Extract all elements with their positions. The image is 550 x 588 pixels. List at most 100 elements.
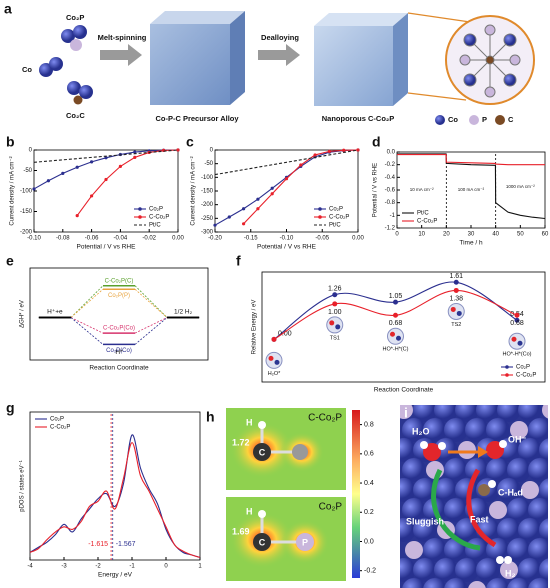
map-title: C-Co₂P [308, 413, 342, 424]
o-atom [423, 443, 441, 461]
series-line [397, 153, 545, 166]
point [256, 207, 260, 211]
point [393, 299, 398, 305]
point [46, 179, 51, 183]
point [32, 187, 36, 191]
legend-label: Co [448, 115, 458, 124]
co-atom [444, 458, 468, 482]
molecule-atom [268, 355, 274, 361]
p-atom [70, 39, 82, 51]
panel-label: g [6, 400, 15, 416]
legend-label: C-Co₂P [50, 425, 70, 431]
molecule-atom [335, 324, 341, 330]
co-atom [413, 518, 437, 542]
path-label: Sluggish [406, 516, 444, 526]
co-atom [400, 558, 416, 582]
co-atom [465, 418, 489, 442]
y-axis-label: Relative Energy / eV [252, 300, 258, 355]
co-atom [292, 444, 308, 460]
molecule [265, 351, 283, 369]
x-tick-label: -0.08 [56, 236, 70, 242]
x-tick-label: -0.02 [142, 236, 156, 242]
p-atom [405, 541, 423, 559]
molecule-images [265, 302, 526, 369]
co-atom [503, 33, 517, 47]
p-atom [509, 54, 521, 66]
x-tick-label: 20 [443, 232, 450, 238]
molecule-atom [390, 331, 395, 337]
molecule [508, 332, 526, 350]
atom-label: Co₂P [66, 13, 84, 22]
adsorbates [420, 440, 512, 564]
co-atom [444, 418, 468, 442]
point [313, 153, 317, 157]
x-tick-label: -0.05 [315, 236, 329, 242]
co-atom [507, 578, 531, 588]
product-label: Nanoporous C-Co₂P [322, 114, 395, 123]
atom-label: H [246, 417, 253, 427]
co-atom [455, 405, 479, 422]
connector [70, 288, 104, 318]
zoom-line [407, 92, 467, 101]
point [299, 163, 303, 167]
molecule [447, 302, 465, 320]
annotation: 1000 mA cm⁻² [506, 184, 535, 189]
x-tick-label: 60 [542, 232, 549, 238]
bond-length: 1.72 [232, 437, 250, 447]
x-tick-label: -0.04 [114, 236, 128, 242]
legend-c [495, 115, 505, 125]
x-tick-label: -1 [129, 564, 135, 570]
cube-side [230, 11, 245, 105]
p-atom [296, 533, 314, 551]
panel-label: d [372, 134, 381, 150]
x-tick-label: -0.15 [244, 236, 258, 242]
legend-label: C-Co₂P [149, 215, 169, 221]
p-atom [484, 86, 496, 98]
level-label: Co₂P(P) [108, 293, 130, 299]
colorbar [352, 410, 360, 578]
point [270, 186, 274, 190]
molecule-atom [456, 310, 462, 316]
bond-length: 1.69 [232, 526, 250, 536]
co-atom [486, 458, 510, 482]
p-atom [459, 54, 471, 66]
y-tick-label: -0.2 [385, 162, 396, 168]
h-atom [499, 440, 507, 448]
co-atom [79, 85, 93, 99]
molecule-atom [450, 306, 456, 312]
level-label: Co₂P(Co) [106, 348, 132, 354]
co-atom [434, 558, 458, 582]
y-axis-label: ΔGH* / eV [20, 300, 26, 328]
point [133, 155, 137, 159]
molecule [387, 327, 404, 345]
co-atom [507, 498, 531, 522]
point [133, 150, 137, 154]
x-tick-label: 40 [492, 232, 499, 238]
co-atom [413, 558, 437, 582]
co-atom [486, 578, 510, 588]
value-label: 1.61 [449, 273, 463, 280]
legend-label: Pt/C [329, 223, 341, 229]
co-atom [423, 418, 447, 442]
x-tick-label: 10 [418, 232, 425, 238]
colorbar-label: -0.2 [364, 568, 376, 575]
zoom-line [407, 12, 471, 23]
series-line [397, 153, 546, 220]
legend-p [469, 115, 479, 125]
x-axis-label: Time / h [459, 240, 483, 247]
p-atom [521, 481, 539, 499]
point [332, 292, 338, 298]
co-atom [73, 25, 87, 39]
species-label: C-Hₐd [498, 487, 523, 497]
panel-label: h [206, 409, 215, 425]
atom-label: Co [22, 65, 32, 74]
legend-marker [318, 207, 322, 211]
point [61, 171, 65, 175]
point [342, 148, 346, 152]
p-atom [500, 561, 518, 579]
molecule-atom [511, 336, 517, 342]
series-line [29, 434, 201, 558]
series-line [214, 149, 359, 176]
point [90, 160, 94, 164]
